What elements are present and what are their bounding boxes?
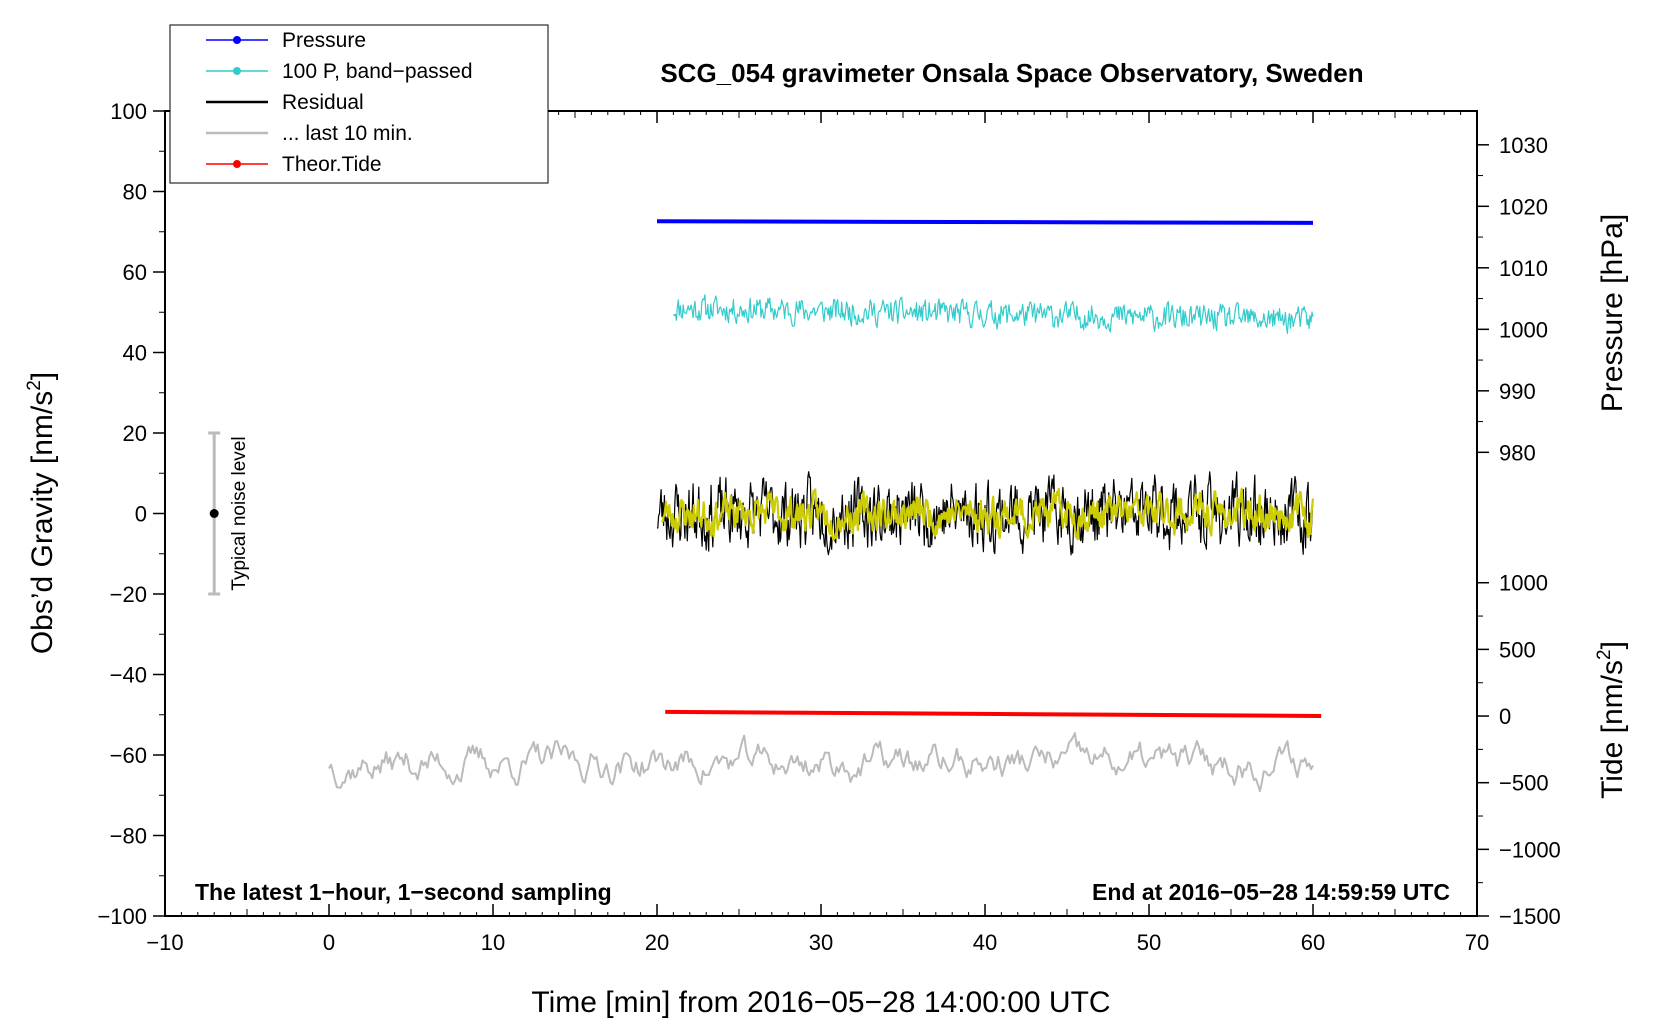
series-line-theor-tide <box>665 709 1322 718</box>
series-line-last-10-min <box>328 732 1314 793</box>
y-tick-label: −40 <box>110 663 147 688</box>
x-tick-label: 50 <box>1137 930 1161 955</box>
series-line-pressure <box>656 219 1314 225</box>
y-tick-label: −100 <box>97 904 147 929</box>
x-tick-label: 60 <box>1301 930 1325 955</box>
y-tick-label: −20 <box>110 582 147 607</box>
y-axis-title-tide: Tide [nm/s2] <box>1594 641 1629 799</box>
legend-item-label: Pressure <box>282 29 366 52</box>
series-line-residual-smoothed <box>660 487 1315 541</box>
y-tick-label: −60 <box>110 743 147 768</box>
series-layer <box>328 219 1322 793</box>
x-tick-label: 40 <box>973 930 997 955</box>
y-axis-title-pressure: Pressure [hPa] <box>1596 214 1629 412</box>
noise-level-dot <box>209 509 219 518</box>
y-axis-title-left: Obs’d Gravity [nm/s2] <box>24 372 59 654</box>
legend: Pressure 100 P, band−passed Residual ... la… <box>169 24 549 184</box>
series-line-100-p-band-passed <box>672 294 1314 334</box>
tide-tick-label: −1000 <box>1499 837 1561 862</box>
chart-title: SCG_054 gravimeter Onsala Space Observat… <box>660 58 1363 88</box>
tide-tick-label: −1500 <box>1499 904 1561 929</box>
legend-swatch-marker <box>233 36 241 44</box>
tide-tick-label: 500 <box>1499 637 1536 662</box>
x-tick-label: −10 <box>146 930 183 955</box>
y-tick-label: 80 <box>123 180 147 205</box>
legend-item-label: Residual <box>282 91 364 114</box>
x-tick-label: 20 <box>645 930 669 955</box>
y-axis-title-left-close: ] <box>26 372 59 380</box>
y-axis-title-tide-sup: 2 <box>1594 649 1615 660</box>
note-latest-hour: The latest 1−hour, 1−second sampling <box>195 879 612 905</box>
tide-tick-label: 0 <box>1499 704 1511 729</box>
x-tick-label: 30 <box>809 930 833 955</box>
y-axis-title-left-sup: 2 <box>24 380 45 391</box>
y-tick-label: 60 <box>123 260 147 285</box>
y-tick-label: −80 <box>110 824 147 849</box>
y-tick-label: 0 <box>135 502 147 527</box>
noise-level-label: Typical noise level <box>229 436 250 590</box>
y-axis-title-tide-text: Tide [nm/s <box>1596 660 1629 799</box>
x-axis-title: Time [min] from 2016−05−28 14:00:00 UTC <box>531 986 1110 1019</box>
pressure-tick-label: 1010 <box>1499 256 1548 281</box>
axes-layer: −10 0 10 20 30 40 50 60 70−100−80−60−40−20020406… <box>97 99 1560 955</box>
legend-item-label: Theor.Tide <box>282 153 382 176</box>
series-line-residual <box>656 471 1314 556</box>
y-axis-title-tide-close: ] <box>1596 641 1629 649</box>
legend-swatch-marker <box>233 160 241 168</box>
pressure-tick-label: 1000 <box>1499 317 1548 342</box>
pressure-tick-label: 1020 <box>1499 194 1548 219</box>
pressure-tick-label: 990 <box>1499 379 1536 404</box>
noise-level-indicator: Typical noise level <box>208 431 250 596</box>
x-tick-label: 10 <box>481 930 505 955</box>
tide-tick-label: −500 <box>1499 771 1549 796</box>
legend-items: Pressure 100 P, band−passed Residual ... la… <box>206 29 473 176</box>
pressure-tick-label: 980 <box>1499 440 1536 465</box>
note-end-time: End at 2016−05−28 14:59:59 UTC <box>1092 879 1450 905</box>
legend-box <box>169 24 549 184</box>
y-tick-label: 20 <box>123 421 147 446</box>
y-axis-title-left-text: Obs’d Gravity [nm/s <box>26 391 59 654</box>
pressure-tick-label: 1030 <box>1499 133 1548 158</box>
x-tick-label: 0 <box>323 930 335 955</box>
y-tick-label: 100 <box>110 99 147 124</box>
plot-frame <box>164 110 1478 917</box>
legend-swatch-marker <box>233 67 241 75</box>
legend-item-label: 100 P, band−passed <box>282 60 473 83</box>
x-tick-label: 70 <box>1465 930 1489 955</box>
legend-item-label: ... last 10 min. <box>282 122 413 145</box>
y-tick-label: 40 <box>123 341 147 366</box>
tide-tick-label: 1000 <box>1499 571 1548 596</box>
